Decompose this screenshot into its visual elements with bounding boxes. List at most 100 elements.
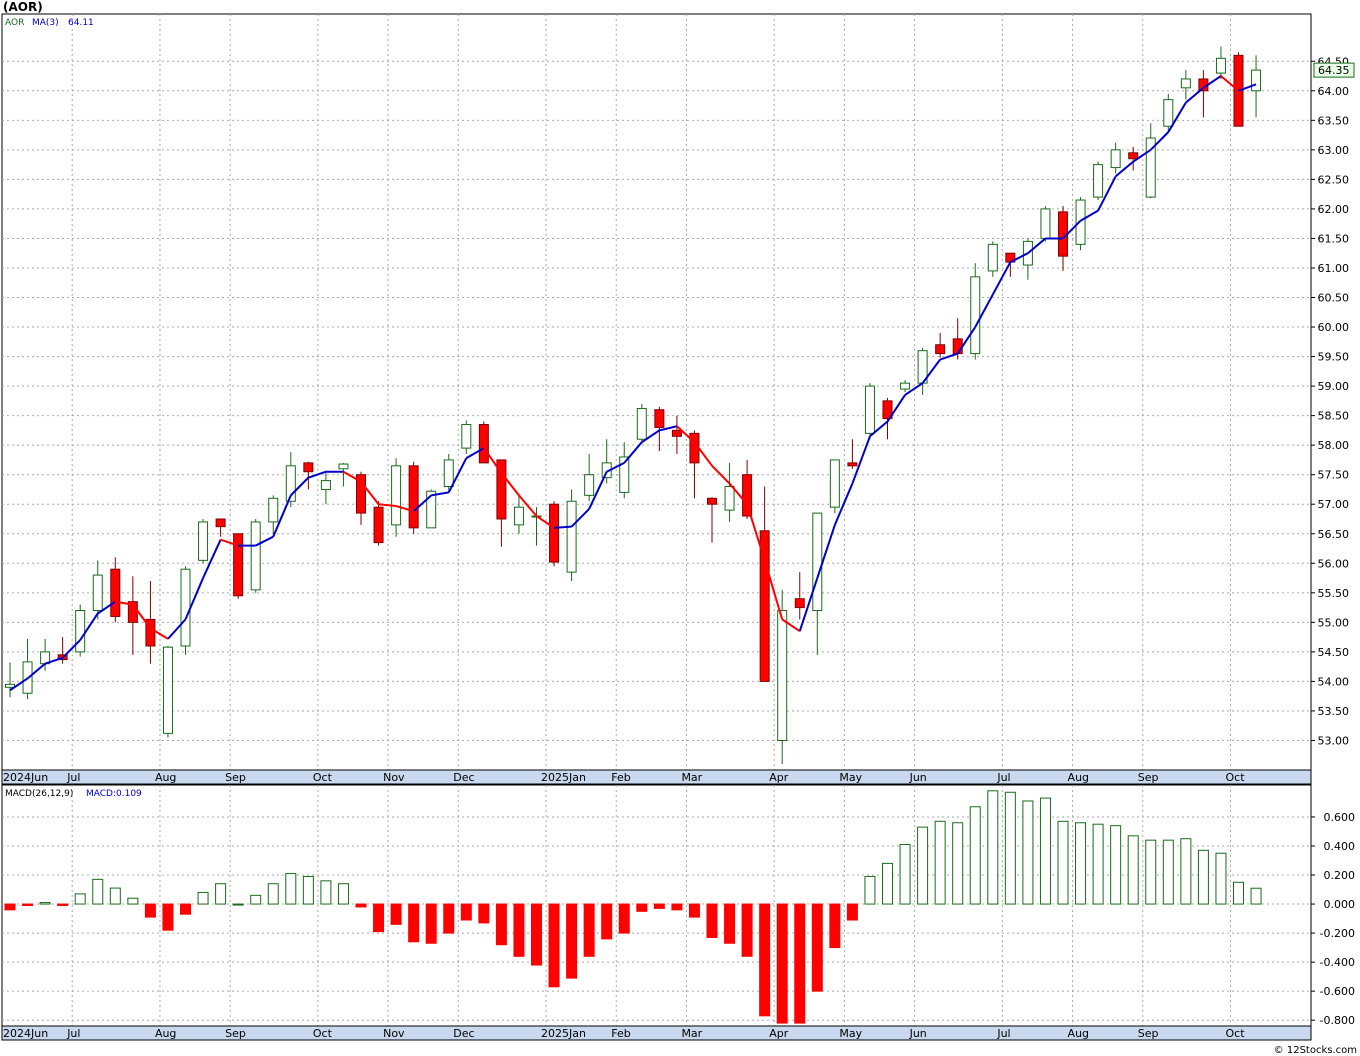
- price-tick-label: 53.00: [1318, 734, 1350, 747]
- macd-bar: [1127, 835, 1139, 905]
- ma3-segment: [851, 435, 871, 484]
- candle-body: [426, 490, 437, 529]
- macd-bar: [302, 875, 314, 905]
- month-label: Apr: [769, 1027, 789, 1040]
- candle-body: [812, 512, 823, 612]
- macd-bar: [320, 880, 332, 905]
- macd-bar: [1110, 825, 1122, 905]
- macd-bar: [794, 903, 806, 1024]
- macd-bar: [443, 903, 455, 934]
- month-label: Sep: [1138, 1027, 1159, 1040]
- macd-bar: [917, 826, 929, 905]
- candle-body: [356, 474, 366, 514]
- ma3-segment: [746, 503, 766, 561]
- macd-legend-value: MACD:0.109: [86, 789, 142, 799]
- candle-body: [636, 408, 647, 440]
- macd-bar: [425, 903, 437, 944]
- candle-body: [92, 574, 103, 612]
- month-label: Jul: [66, 771, 80, 784]
- ma3-segment: [342, 470, 362, 483]
- month-label: Jul: [996, 1027, 1010, 1040]
- macd-tick-label: 0.000: [1324, 898, 1356, 911]
- macd-bar: [1092, 823, 1104, 905]
- ma3-segment: [535, 515, 555, 529]
- ma3-segment: [115, 600, 134, 606]
- price-tick-label: 61.50: [1318, 232, 1350, 245]
- macd-bar: [987, 790, 999, 905]
- macd-bar: [548, 903, 560, 988]
- month-label: 2024Jun: [3, 1027, 48, 1040]
- ma3-segment: [412, 494, 432, 513]
- month-label: 2025Jan: [541, 1027, 586, 1040]
- macd-bar: [969, 806, 981, 905]
- month-label: Jul: [996, 771, 1010, 784]
- candle-body: [1075, 199, 1086, 245]
- ma3-segment: [833, 483, 854, 526]
- candle-body: [320, 480, 331, 490]
- month-label: Jul: [66, 1027, 80, 1040]
- candle-body: [1110, 149, 1121, 169]
- macd-bar: [285, 873, 297, 905]
- macd-bar: [513, 903, 525, 957]
- ma3-segment: [518, 494, 538, 517]
- macd-bar: [531, 903, 542, 966]
- macd-bar: [1233, 881, 1244, 905]
- ma3-segment: [641, 429, 660, 444]
- ma3-segment: [79, 612, 99, 641]
- ma3-segment: [255, 535, 274, 547]
- ma3-segment: [1115, 160, 1134, 178]
- month-label: Jun: [909, 771, 927, 784]
- macd-bar: [39, 902, 51, 905]
- ma3-segment: [149, 627, 169, 640]
- ma3-segment: [588, 471, 608, 510]
- candle-body: [496, 459, 507, 520]
- ma3-segment: [1220, 75, 1240, 92]
- macd-bar: [566, 903, 578, 979]
- ma3-segment: [167, 618, 187, 640]
- month-label: Mar: [681, 1027, 702, 1040]
- macd-bar: [4, 903, 16, 911]
- macd-bar: [1145, 839, 1157, 905]
- candle-body: [1040, 208, 1051, 239]
- candle-body: [513, 506, 524, 526]
- month-label: Oct: [1226, 1027, 1246, 1040]
- macd-bar: [636, 903, 648, 912]
- candle-body: [619, 456, 630, 493]
- candle-body: [391, 465, 402, 526]
- ma3-segment: [904, 382, 924, 396]
- macd-bar: [460, 903, 472, 921]
- macd-bar: [92, 878, 104, 905]
- ma3-segment: [974, 294, 994, 328]
- macd-bar: [776, 903, 788, 1024]
- ma3-segment: [290, 476, 310, 497]
- ma3-segment: [798, 577, 819, 632]
- month-label: Oct: [313, 771, 333, 784]
- candle-body: [794, 598, 805, 609]
- price-tick-label: 58.00: [1318, 439, 1350, 452]
- month-label: Nov: [383, 1027, 405, 1040]
- month-label: Sep: [225, 771, 246, 784]
- ma3-segment: [869, 420, 889, 438]
- month-label: Aug: [155, 1027, 176, 1040]
- candle-body: [566, 500, 577, 573]
- ma3-segment: [676, 425, 696, 443]
- candle-body: [1093, 164, 1104, 198]
- macd-bar: [22, 903, 34, 907]
- ma3-segment: [500, 472, 520, 496]
- macd-tick-label: 0.200: [1324, 869, 1356, 882]
- ma3-segment: [1009, 252, 1029, 263]
- candle-body: [338, 463, 349, 470]
- ma3-segment: [781, 618, 801, 633]
- macd-bar: [1004, 791, 1016, 905]
- macd-tick-label: 0.400: [1324, 840, 1356, 853]
- ma3-segment: [1185, 87, 1205, 104]
- price-tick-label: 62.50: [1318, 173, 1350, 186]
- candle-body: [1145, 137, 1156, 198]
- month-label: 2024Jun: [3, 771, 48, 784]
- candle-body: [198, 521, 209, 561]
- candle-body: [1180, 78, 1191, 89]
- ma3-segment: [9, 677, 29, 692]
- price-tick-label: 60.50: [1318, 292, 1350, 305]
- macd-bar: [162, 903, 174, 931]
